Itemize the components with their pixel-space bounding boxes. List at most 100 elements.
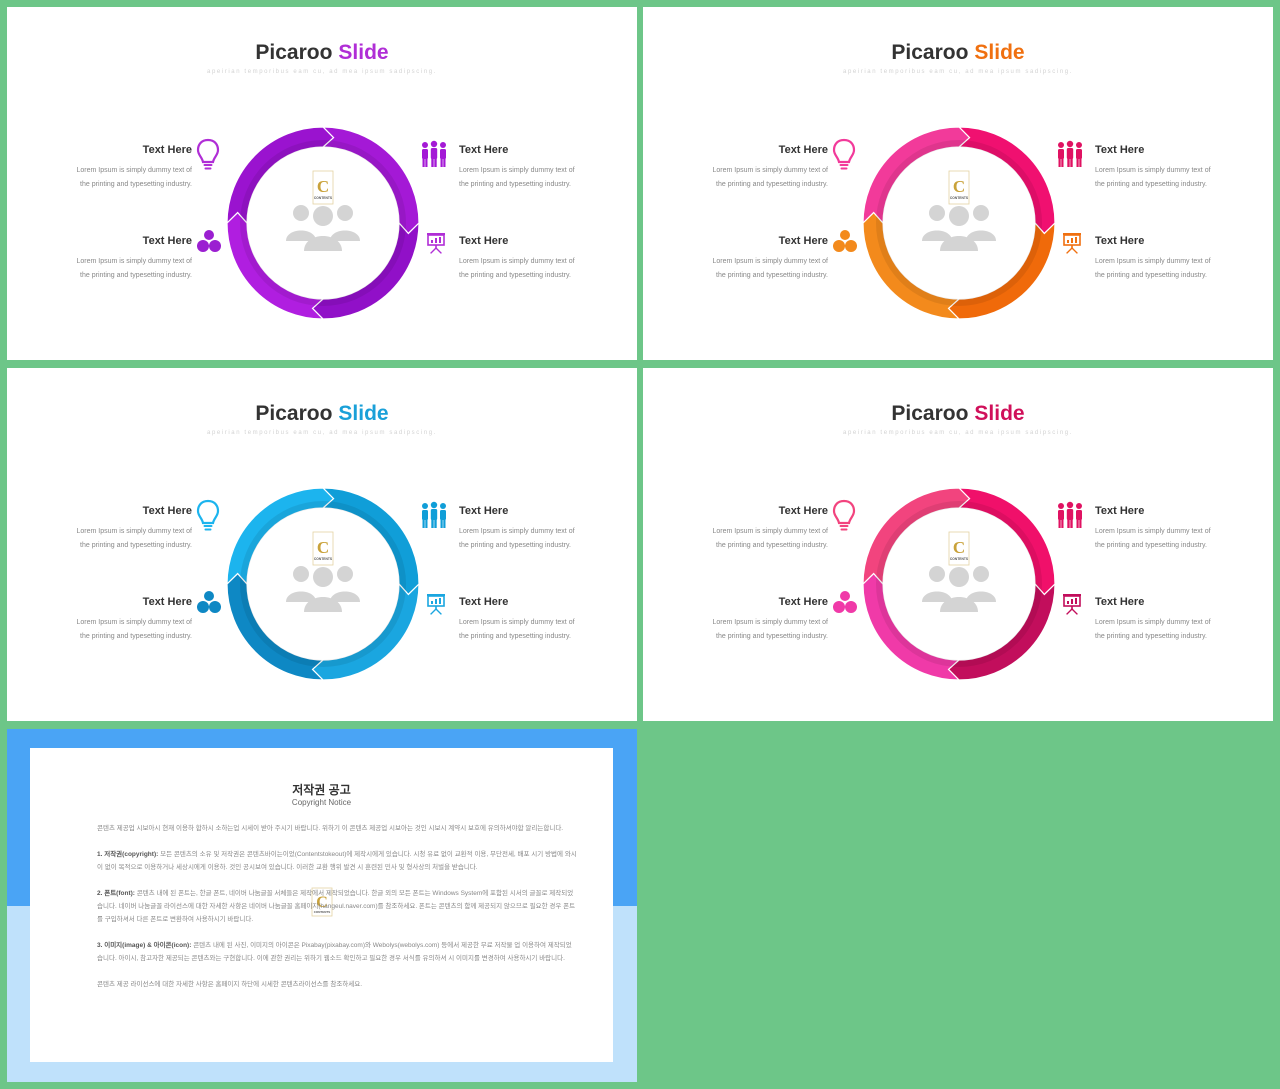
- cycle-ring-diagram: C CONTENTS: [862, 487, 1056, 681]
- presentation-board-icon: [1063, 233, 1081, 254]
- title-main: Picaroo: [891, 402, 969, 425]
- logo-letter: C: [317, 177, 329, 196]
- ring-segment-top-left: [862, 487, 971, 586]
- logo-letter: C: [317, 538, 329, 557]
- title-accent: Slide: [338, 402, 389, 425]
- notice-footer: 콘텐츠 제공 라이선스에 대한 자세한 사항은 홈페이지 하단에 시세한 콘텐츠…: [97, 981, 363, 988]
- logo-text: CONTENTS: [314, 910, 331, 914]
- text-body: Lorem Ipsum is simply dummy text of the …: [1095, 167, 1211, 188]
- notice-card: 저작권 공고 Copyright Notice C CONTENTS 콘텐츠 제…: [30, 748, 613, 1062]
- text-body: Lorem Ipsum is simply dummy text of the …: [76, 258, 192, 279]
- notice-section: 3. 이미지(image) & 아이콘(icon): 콘텐츠 내에 된 사진, …: [97, 939, 577, 965]
- lightbulb-icon: [832, 138, 856, 170]
- text-block-bottom-right: Text Here Lorem Ipsum is simply dummy te…: [459, 596, 579, 644]
- text-block-top-left: Text Here Lorem Ipsum is simply dummy te…: [72, 505, 192, 553]
- ring-segment-top-left: [862, 126, 971, 225]
- title-accent: Slide: [974, 41, 1025, 64]
- notice-body: 콘텐츠 제공업 시보아시 현재 이용하 합하시 소하는업 시세이 받아 주시기 …: [97, 822, 577, 1004]
- users-group-icon: [197, 591, 221, 613]
- slide-title: Picaroo Slide: [7, 402, 637, 426]
- notice-section-text: 모든 콘텐츠의 소유 및 저작권은 콘텐츠바이는이었(Contentstokeo…: [97, 851, 577, 871]
- ring-segment-top-left: [226, 126, 335, 225]
- slide-title: Picaroo Slide: [643, 41, 1273, 65]
- notice-title: 저작권 공고: [292, 783, 351, 797]
- people-group-icon: [286, 566, 360, 612]
- slide-1: Picaroo Slide apeirian temporibus eam cu,…: [7, 7, 637, 360]
- logo-text: CONTENTS: [314, 557, 333, 561]
- lightbulb-icon: [832, 499, 856, 531]
- team-people-icon: [422, 501, 446, 528]
- text-block-top-right: Text Here Lorem Ipsum is simply dummy te…: [459, 144, 579, 192]
- slide-title: Picaroo Slide: [7, 41, 637, 65]
- logo-text: CONTENTS: [314, 196, 333, 200]
- notice-section: 1. 저작권(copyright): 모든 콘텐츠의 소유 및 저작권은 콘텐츠…: [97, 848, 577, 874]
- notice-section-text: 콘텐츠 내에 된 사진, 이미지의 아이콘은 Pixabay(pixabay.c…: [97, 942, 572, 962]
- text-body: Lorem Ipsum is simply dummy text of the …: [1095, 528, 1211, 549]
- notice-section-label: 3. 이미지(image) & 아이콘(icon):: [97, 942, 192, 949]
- users-group-icon: [833, 591, 857, 613]
- slide-2: Picaroo Slide apeirian temporibus eam cu,…: [643, 7, 1273, 360]
- text-body: Lorem Ipsum is simply dummy text of the …: [712, 167, 828, 188]
- slide-subtitle: apeirian temporibus eam cu, ad mea ipsum…: [843, 69, 1073, 75]
- lightbulb-icon: [196, 138, 220, 170]
- text-heading: Text Here: [1095, 596, 1145, 608]
- text-body: Lorem Ipsum is simply dummy text of the …: [712, 528, 828, 549]
- text-block-bottom-right: Text Here Lorem Ipsum is simply dummy te…: [459, 235, 579, 283]
- text-heading: Text Here: [142, 596, 192, 608]
- contents-logo: C CONTENTS: [312, 170, 334, 205]
- logo-letter: C: [316, 894, 328, 911]
- contents-logo: C CONTENTS: [948, 531, 970, 566]
- notice-section-text: 콘텐츠 내에 된 폰트는, 한글 폰트, 네이버 나눔글꼴 서체들은 제작에서 …: [97, 890, 576, 923]
- copyright-notice-slide: 저작권 공고 Copyright Notice C CONTENTS 콘텐츠 제…: [7, 729, 637, 1082]
- title-main: Picaroo: [255, 41, 333, 64]
- text-block-top-left: Text Here Lorem Ipsum is simply dummy te…: [72, 144, 192, 192]
- slide-4: Picaroo Slide apeirian temporibus eam cu,…: [643, 368, 1273, 721]
- text-body: Lorem Ipsum is simply dummy text of the …: [459, 167, 575, 188]
- text-heading: Text Here: [142, 235, 192, 247]
- presentation-board-icon: [427, 233, 445, 254]
- text-block-bottom-left: Text Here Lorem Ipsum is simply dummy te…: [708, 235, 828, 283]
- title-main: Picaroo: [891, 41, 969, 64]
- notice-intro: 콘텐츠 제공업 시보아시 현재 이용하 합하시 소하는업 시세이 받아 주시기 …: [97, 825, 564, 832]
- users-group-icon: [197, 230, 221, 252]
- slide-subtitle: apeirian temporibus eam cu, ad mea ipsum…: [207, 430, 437, 436]
- notice-section-label: 2. 폰트(font):: [97, 890, 135, 897]
- text-heading: Text Here: [459, 505, 509, 517]
- text-heading: Text Here: [778, 596, 828, 608]
- people-group-icon: [922, 566, 996, 612]
- slide-subtitle: apeirian temporibus eam cu, ad mea ipsum…: [843, 430, 1073, 436]
- users-group-icon: [833, 230, 857, 252]
- text-body: Lorem Ipsum is simply dummy text of the …: [76, 619, 192, 640]
- text-body: Lorem Ipsum is simply dummy text of the …: [712, 258, 828, 279]
- text-block-bottom-left: Text Here Lorem Ipsum is simply dummy te…: [72, 596, 192, 644]
- text-block-top-right: Text Here Lorem Ipsum is simply dummy te…: [1095, 505, 1215, 553]
- cycle-ring-diagram: C CONTENTS: [226, 126, 420, 320]
- people-group-icon: [922, 205, 996, 251]
- team-people-icon: [1058, 140, 1082, 167]
- presentation-board-icon: [1063, 594, 1081, 615]
- text-heading: Text Here: [778, 144, 828, 156]
- text-block-top-left: Text Here Lorem Ipsum is simply dummy te…: [708, 505, 828, 553]
- team-people-icon: [422, 140, 446, 167]
- contents-logo: C CONTENTS: [312, 531, 334, 566]
- text-block-top-right: Text Here Lorem Ipsum is simply dummy te…: [1095, 144, 1215, 192]
- text-heading: Text Here: [1095, 235, 1145, 247]
- text-body: Lorem Ipsum is simply dummy text of the …: [459, 528, 575, 549]
- text-block-top-right: Text Here Lorem Ipsum is simply dummy te…: [459, 505, 579, 553]
- text-block-bottom-right: Text Here Lorem Ipsum is simply dummy te…: [1095, 596, 1215, 644]
- title-accent: Slide: [338, 41, 389, 64]
- text-heading: Text Here: [142, 505, 192, 517]
- text-heading: Text Here: [778, 505, 828, 517]
- logo-text: CONTENTS: [950, 557, 969, 561]
- text-body: Lorem Ipsum is simply dummy text of the …: [76, 528, 192, 549]
- contents-logo: C CONTENTS: [311, 887, 333, 917]
- title-accent: Slide: [974, 402, 1025, 425]
- slide-title: Picaroo Slide: [643, 402, 1273, 426]
- text-heading: Text Here: [1095, 505, 1145, 517]
- text-body: Lorem Ipsum is simply dummy text of the …: [712, 619, 828, 640]
- text-heading: Text Here: [142, 144, 192, 156]
- text-heading: Text Here: [459, 235, 509, 247]
- text-heading: Text Here: [778, 235, 828, 247]
- text-body: Lorem Ipsum is simply dummy text of the …: [1095, 258, 1211, 279]
- ring-segment-top-left: [226, 487, 335, 586]
